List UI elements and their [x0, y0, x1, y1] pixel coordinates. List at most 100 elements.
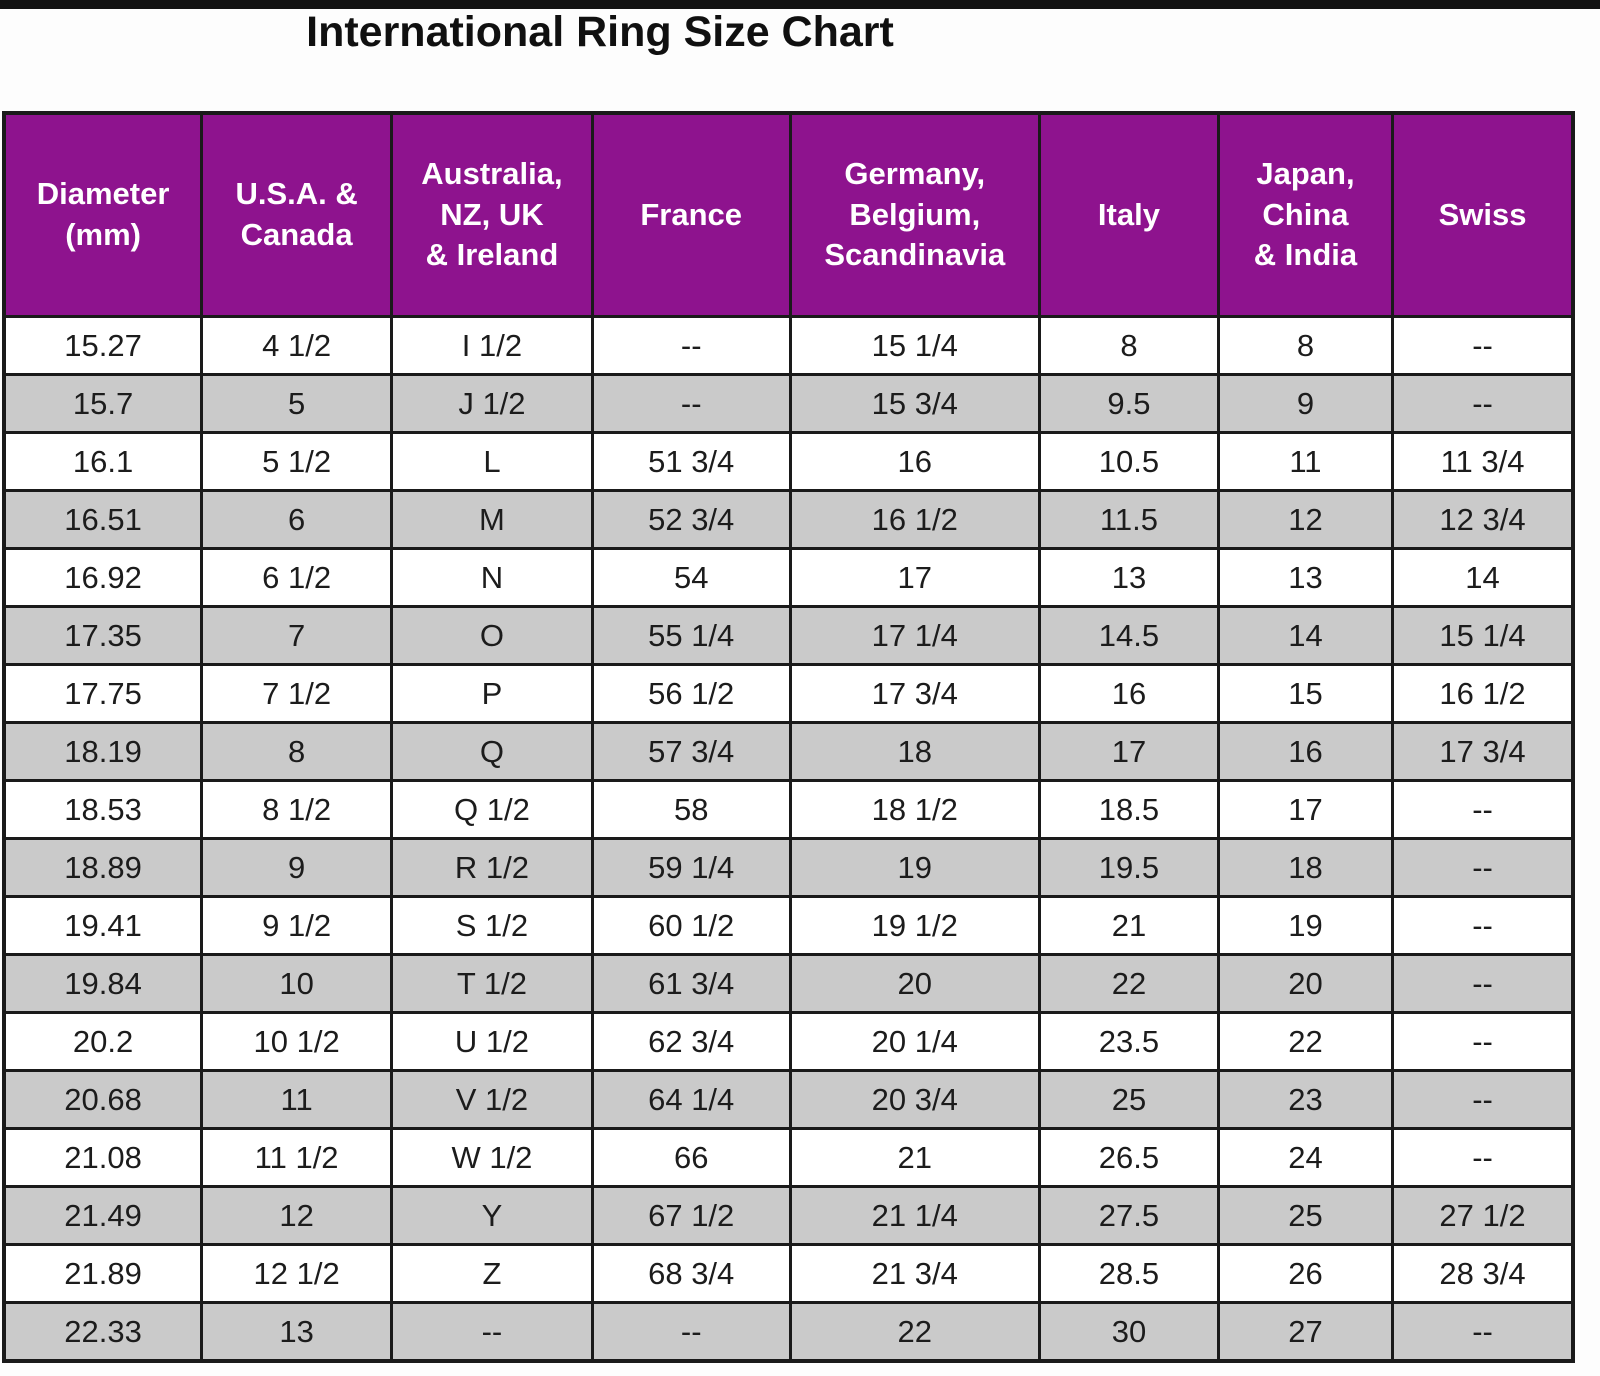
column-header-7: Japan, China & India	[1216, 111, 1395, 318]
table-cell: R 1/2	[390, 837, 594, 898]
table-cell: 15.7	[2, 373, 204, 434]
top-border-bar	[0, 0, 1600, 9]
table-cell: J 1/2	[390, 373, 594, 434]
table-cell: 13	[1216, 547, 1395, 608]
table-cell: 21.89	[2, 1243, 204, 1304]
table-cell: 17 3/4	[1391, 721, 1575, 782]
table-cell: Z	[390, 1243, 594, 1304]
table-row: 20.2 10 1/2 U 1/2 62 3/4 20 1/4 23.5 22 --	[2, 1011, 1575, 1072]
table-cell: 17	[1216, 779, 1395, 840]
table-cell: 64 1/4	[590, 1069, 792, 1130]
table-cell: 14	[1391, 547, 1575, 608]
table-cell: --	[390, 1301, 594, 1363]
table-cell: 18.19	[2, 721, 204, 782]
table-cell: 11	[1216, 431, 1395, 492]
table-cell: 16	[1038, 663, 1220, 724]
table-row: 22.33 13 -- -- 22 30 27 --	[2, 1301, 1575, 1363]
table-cell: 9.5	[1038, 373, 1220, 434]
table-cell: 17	[1038, 721, 1220, 782]
column-header-6: Italy	[1038, 111, 1220, 318]
table-cell: 22	[1038, 953, 1220, 1014]
table-cell: 18 1/2	[788, 779, 1042, 840]
table-cell: 57 3/4	[590, 721, 792, 782]
table-cell: 13	[1038, 547, 1220, 608]
table-cell: 18.5	[1038, 779, 1220, 840]
table-cell: 20.68	[2, 1069, 204, 1130]
table-body: 15.27 4 1/2 I 1/2 -- 15 1/4 8 8 -- 15.7 5 J 1/2 -- 1…	[2, 315, 1575, 1363]
table-row: 21.49 12 Y 67 1/2 21 1/4 27.5 25 27 1/2	[2, 1185, 1575, 1246]
table-cell: 21 3/4	[788, 1243, 1042, 1304]
table-cell: U 1/2	[390, 1011, 594, 1072]
table-cell: 58	[590, 779, 792, 840]
table-header: Diameter (mm) U.S.A. & Canada Australia, N…	[2, 111, 1575, 318]
table-cell: 17.35	[2, 605, 204, 666]
table-cell: 6	[200, 489, 394, 550]
table-cell: --	[590, 373, 792, 434]
table-cell: 7	[200, 605, 394, 666]
table-cell: 60 1/2	[590, 895, 792, 956]
table-row: 15.27 4 1/2 I 1/2 -- 15 1/4 8 8 --	[2, 315, 1575, 376]
table-cell: 11 1/2	[200, 1127, 394, 1188]
table-cell: 22.33	[2, 1301, 204, 1363]
table-cell: --	[1391, 315, 1575, 376]
table-cell: 24	[1216, 1127, 1395, 1188]
table-cell: 21	[788, 1127, 1042, 1188]
table-cell: 22	[1216, 1011, 1395, 1072]
table-cell: 21.49	[2, 1185, 204, 1246]
table-cell: --	[1391, 1127, 1575, 1188]
table-row: 15.7 5 J 1/2 -- 15 3/4 9.5 9 --	[2, 373, 1575, 434]
table-cell: 16	[1216, 721, 1395, 782]
table-cell: 17.75	[2, 663, 204, 724]
table-cell: 12	[1216, 489, 1395, 550]
table-cell: 54	[590, 547, 792, 608]
table-cell: 19.41	[2, 895, 204, 956]
table-header-row: Diameter (mm) U.S.A. & Canada Australia, N…	[2, 111, 1575, 318]
table-cell: --	[1391, 373, 1575, 434]
table-cell: 8	[200, 721, 394, 782]
table-cell: 22	[788, 1301, 1042, 1363]
table-cell: Q 1/2	[390, 779, 594, 840]
table-cell: 19	[788, 837, 1042, 898]
column-header-1: Diameter (mm)	[2, 111, 204, 318]
table-cell: --	[1391, 895, 1575, 956]
table-cell: --	[1391, 837, 1575, 898]
table-cell: 23	[1216, 1069, 1395, 1130]
table-cell: 19.5	[1038, 837, 1220, 898]
table-cell: 11	[200, 1069, 394, 1130]
table-cell: 16.92	[2, 547, 204, 608]
table-cell: --	[1391, 1011, 1575, 1072]
table-cell: 26.5	[1038, 1127, 1220, 1188]
table-cell: 14.5	[1038, 605, 1220, 666]
table-cell: O	[390, 605, 594, 666]
table-cell: 51 3/4	[590, 431, 792, 492]
table-cell: 25	[1038, 1069, 1220, 1130]
table-cell: 8 1/2	[200, 779, 394, 840]
table-cell: 16	[788, 431, 1042, 492]
table-cell: 5 1/2	[200, 431, 394, 492]
table-cell: 9	[200, 837, 394, 898]
table-cell: 8	[1038, 315, 1220, 376]
table-cell: M	[390, 489, 594, 550]
column-header-8: Swiss	[1391, 111, 1575, 318]
ring-size-table: Diameter (mm) U.S.A. & Canada Australia, N…	[2, 111, 1575, 1363]
table-cell: 12 1/2	[200, 1243, 394, 1304]
table-cell: 19 1/2	[788, 895, 1042, 956]
table-cell: 16.1	[2, 431, 204, 492]
table-cell: L	[390, 431, 594, 492]
page-title: International Ring Size Chart	[306, 8, 894, 56]
table-cell: 10.5	[1038, 431, 1220, 492]
table-cell: W 1/2	[390, 1127, 594, 1188]
table-cell: 11 3/4	[1391, 431, 1575, 492]
table-cell: V 1/2	[390, 1069, 594, 1130]
table-cell: 20 1/4	[788, 1011, 1042, 1072]
table-cell: Q	[390, 721, 594, 782]
table-cell: 18.53	[2, 779, 204, 840]
table-cell: 6 1/2	[200, 547, 394, 608]
table-cell: 59 1/4	[590, 837, 792, 898]
table-cell: --	[590, 1301, 792, 1363]
table-row: 17.35 7 O 55 1/4 17 1/4 14.5 14 15 1/4	[2, 605, 1575, 666]
table-cell: 21.08	[2, 1127, 204, 1188]
table-cell: 10 1/2	[200, 1011, 394, 1072]
table-cell: 15 3/4	[788, 373, 1042, 434]
table-cell: --	[1391, 779, 1575, 840]
